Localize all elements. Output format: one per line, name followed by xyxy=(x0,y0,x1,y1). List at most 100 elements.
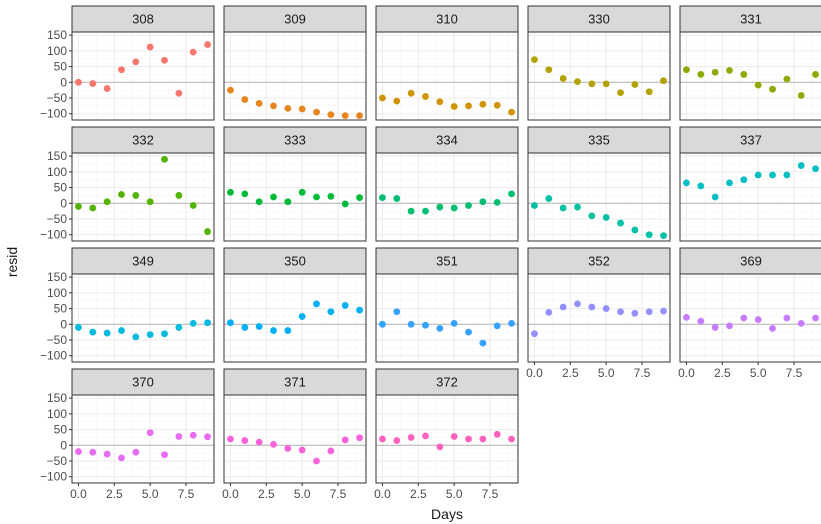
y-tick-label: 100 xyxy=(47,165,67,179)
data-point xyxy=(754,316,762,323)
data-point xyxy=(227,319,234,327)
x-tick-label: 5.0 xyxy=(750,366,767,380)
data-point xyxy=(284,445,292,452)
data-point xyxy=(783,75,791,83)
data-point xyxy=(631,309,639,317)
data-point xyxy=(327,111,335,119)
data-point xyxy=(75,78,82,86)
data-point xyxy=(204,433,211,441)
data-point xyxy=(161,56,168,64)
data-point xyxy=(711,193,719,201)
y-tick-label: 0 xyxy=(60,196,67,210)
data-point xyxy=(341,302,349,309)
data-point xyxy=(327,447,335,455)
data-point xyxy=(146,331,154,339)
panel-border xyxy=(223,394,367,484)
data-point xyxy=(422,207,429,215)
data-point xyxy=(175,192,183,199)
facet-strip-label: 335 xyxy=(588,133,610,148)
panel-border xyxy=(527,152,671,242)
facet-panel-370: 370 −100 −50 050 100 150 0.0 2.5 5.0 7.5 xyxy=(40,368,215,501)
data-point xyxy=(313,300,320,308)
panel-border xyxy=(71,394,215,484)
x-tick-label: 5.0 xyxy=(294,487,311,501)
facet-strip xyxy=(527,5,671,33)
facet-strip-label: 351 xyxy=(436,254,458,269)
facet-strip-label: 310 xyxy=(436,12,458,27)
data-point xyxy=(118,66,125,74)
data-point xyxy=(508,190,515,198)
data-point xyxy=(422,321,429,329)
y-tick-label: 50 xyxy=(54,181,68,195)
data-point xyxy=(645,88,653,96)
y-tick-label: 150 xyxy=(47,270,67,284)
y-tick-label: 150 xyxy=(47,391,67,405)
data-point xyxy=(769,324,776,332)
data-point xyxy=(660,77,667,85)
y-tick-label: 50 xyxy=(54,423,68,437)
y-tick-label: 100 xyxy=(47,286,67,300)
y-tick-label: 50 xyxy=(54,60,68,74)
facet-strip xyxy=(71,5,215,33)
facet-strip-label: 337 xyxy=(740,133,762,148)
data-point xyxy=(660,232,667,240)
facet-panel-332: 332 −100 −50 050 100 150 xyxy=(40,126,215,242)
facet-strip-label: 309 xyxy=(284,12,306,27)
data-point xyxy=(204,319,211,327)
data-point xyxy=(683,313,690,321)
data-point xyxy=(683,179,690,187)
data-point xyxy=(132,448,140,456)
panel-border xyxy=(71,31,215,121)
facet-strip xyxy=(223,5,367,33)
facet-strip xyxy=(375,247,519,275)
data-point xyxy=(393,97,401,105)
x-tick-label: 0.0 xyxy=(374,487,391,501)
facet-panel-350: 350 xyxy=(223,247,367,363)
data-point xyxy=(175,89,183,97)
data-point xyxy=(479,100,487,108)
data-point xyxy=(450,319,458,327)
data-point xyxy=(559,75,567,82)
data-point xyxy=(797,319,805,327)
data-point xyxy=(783,314,791,322)
data-point xyxy=(493,430,501,438)
panel-border xyxy=(223,273,367,363)
data-point xyxy=(241,437,249,444)
data-point xyxy=(508,435,515,443)
facet-strip xyxy=(71,247,215,275)
facet-strip-label: 352 xyxy=(588,254,610,269)
panel-border xyxy=(375,394,519,484)
data-point xyxy=(812,314,819,322)
y-tick-label: 0 xyxy=(60,75,67,89)
x-tick-label: 5.0 xyxy=(598,366,615,380)
data-point xyxy=(479,339,487,347)
facet-strip-label: 331 xyxy=(740,12,762,27)
data-point xyxy=(204,228,211,235)
panel-border xyxy=(679,273,821,363)
x-tick-label: 7.5 xyxy=(330,487,347,501)
data-point xyxy=(740,176,748,184)
x-tick-label: 0.0 xyxy=(70,487,87,501)
data-point xyxy=(726,179,733,187)
facet-strip-label: 308 xyxy=(132,12,154,27)
data-point xyxy=(407,89,415,97)
data-point xyxy=(393,437,401,444)
data-point xyxy=(270,327,277,334)
data-point xyxy=(617,89,624,97)
data-point xyxy=(465,328,472,336)
data-point xyxy=(118,191,125,198)
data-point xyxy=(298,188,306,196)
y-tick-label: 150 xyxy=(47,28,67,42)
x-tick-label: 7.5 xyxy=(178,487,195,501)
data-point xyxy=(241,190,249,198)
data-point xyxy=(89,448,97,456)
data-point xyxy=(227,86,234,94)
data-point xyxy=(356,434,363,442)
x-tick-label: 0.0 xyxy=(526,366,543,380)
data-point xyxy=(545,308,553,316)
data-point xyxy=(407,320,415,328)
facet-strip xyxy=(223,247,367,275)
data-point xyxy=(479,198,487,206)
data-point xyxy=(189,202,197,209)
data-point xyxy=(436,324,444,332)
